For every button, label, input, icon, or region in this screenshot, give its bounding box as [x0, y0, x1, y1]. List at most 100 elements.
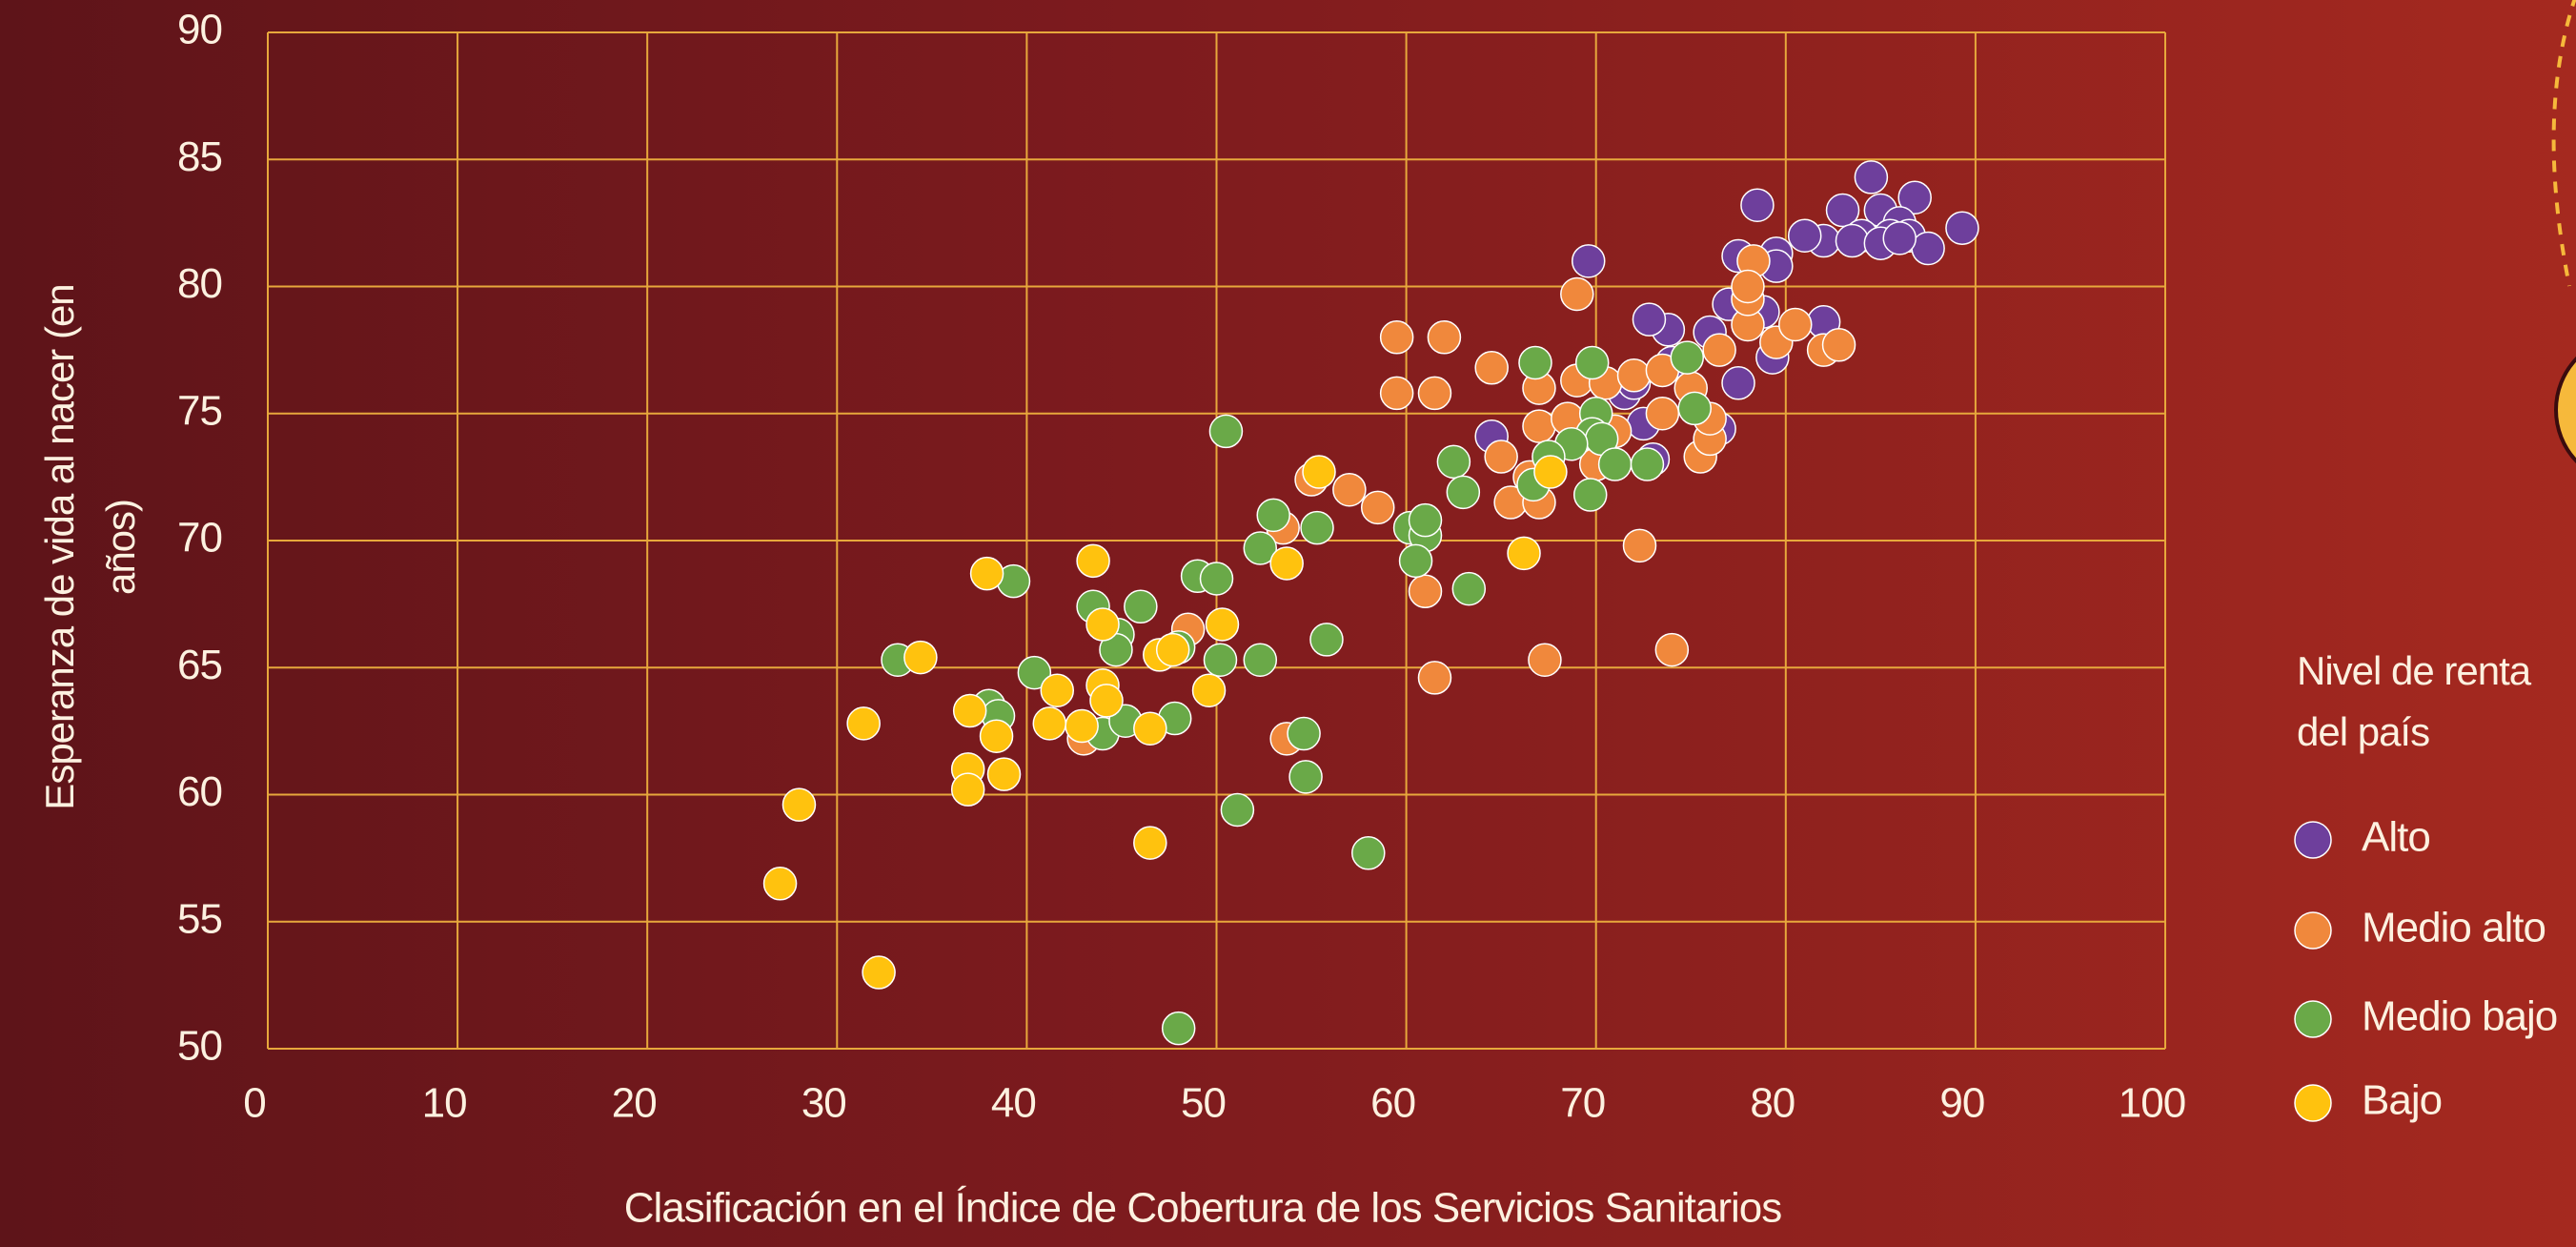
point: [1362, 491, 1394, 523]
point: [1204, 644, 1236, 676]
decor-shape: [2556, 336, 2576, 484]
point: [1333, 474, 1366, 506]
point: [1823, 329, 1856, 361]
point: [1529, 644, 1561, 676]
point: [1410, 575, 1442, 607]
point: [847, 707, 880, 740]
point: [1270, 547, 1303, 580]
point: [1519, 346, 1552, 378]
legend-marker: [2295, 1085, 2331, 1121]
chart: Clasificación en el Índice de Cobertura …: [0, 0, 2576, 1247]
y-tick-label: 90: [177, 7, 222, 53]
legend-marker: [2295, 912, 2331, 949]
point: [1633, 303, 1665, 336]
point: [782, 788, 815, 821]
point: [981, 720, 1013, 752]
point: [1855, 161, 1887, 194]
page: Clasificación en el Índice de Cobertura …: [0, 0, 2576, 1247]
point: [954, 695, 986, 727]
legend-marker: [2295, 1001, 2331, 1037]
point: [1134, 827, 1166, 859]
point: [1257, 499, 1289, 531]
point: [1646, 398, 1678, 430]
point: [1301, 512, 1333, 544]
point: [1836, 225, 1868, 257]
legend-label: Bajo: [2362, 1077, 2442, 1124]
point: [862, 956, 895, 989]
point: [1678, 392, 1711, 424]
point: [1244, 644, 1276, 676]
point: [1508, 537, 1540, 569]
x-tick-label: 0: [243, 1080, 265, 1127]
y-tick-label: 65: [177, 642, 222, 688]
point: [1206, 608, 1238, 641]
point: [1221, 793, 1253, 826]
point: [1447, 476, 1479, 508]
point: [1912, 233, 1944, 265]
point: [1134, 712, 1166, 745]
x-tick-label: 60: [1370, 1080, 1415, 1127]
point: [1655, 634, 1688, 666]
point: [1523, 410, 1555, 442]
point: [1086, 608, 1119, 641]
point: [1883, 222, 1916, 255]
x-tick-label: 100: [2119, 1080, 2185, 1127]
point: [904, 642, 937, 674]
point: [988, 758, 1021, 790]
point: [1732, 271, 1764, 303]
y-tick-label: 60: [177, 768, 222, 815]
point: [1381, 377, 1413, 409]
y-tick-label: 55: [177, 895, 222, 942]
point: [1288, 718, 1320, 750]
legend-marker: [2295, 822, 2331, 858]
point: [1065, 710, 1098, 743]
point: [1125, 590, 1157, 623]
point: [1618, 359, 1651, 392]
legend-title: Nivel de renta del país: [2297, 641, 2568, 763]
point: [764, 868, 797, 900]
point: [1574, 479, 1607, 511]
point: [1741, 189, 1774, 221]
point: [1452, 573, 1485, 605]
point: [1209, 415, 1242, 447]
legend-label: Medio bajo: [2362, 993, 2557, 1040]
y-tick-label: 75: [177, 387, 222, 434]
x-tick-label: 40: [991, 1080, 1036, 1127]
decor-arc: [2554, 0, 2576, 286]
point: [1485, 440, 1517, 473]
point: [1475, 352, 1508, 384]
point: [1576, 346, 1609, 378]
x-tick-label: 80: [1750, 1080, 1795, 1127]
x-tick-label: 30: [801, 1080, 846, 1127]
point: [1722, 367, 1755, 399]
point: [1418, 377, 1450, 409]
x-tick-label: 10: [422, 1080, 467, 1127]
point: [1289, 761, 1322, 793]
point: [1077, 544, 1109, 577]
x-tick-label: 70: [1560, 1080, 1605, 1127]
point: [1946, 212, 1978, 244]
point: [1157, 634, 1189, 666]
y-tick-label: 80: [177, 260, 222, 307]
point: [1352, 837, 1385, 869]
point: [1381, 321, 1413, 354]
point: [1033, 707, 1065, 740]
point: [1789, 219, 1821, 252]
legend-label: Alto: [2362, 814, 2430, 861]
point: [1631, 448, 1663, 480]
point: [1703, 334, 1735, 366]
point: [1400, 544, 1432, 577]
point: [971, 558, 1004, 590]
point: [1572, 245, 1605, 277]
point: [1534, 456, 1567, 488]
x-tick-label: 50: [1181, 1080, 1226, 1127]
point: [1779, 308, 1812, 340]
x-axis-title: Clasificación en el Índice de Cobertura …: [624, 1185, 1782, 1232]
point: [952, 773, 984, 806]
x-tick-label: 90: [1939, 1080, 1984, 1127]
point: [1671, 341, 1703, 374]
point: [1193, 674, 1226, 706]
point: [1163, 1012, 1195, 1045]
point: [1561, 277, 1593, 310]
point: [1310, 624, 1343, 656]
